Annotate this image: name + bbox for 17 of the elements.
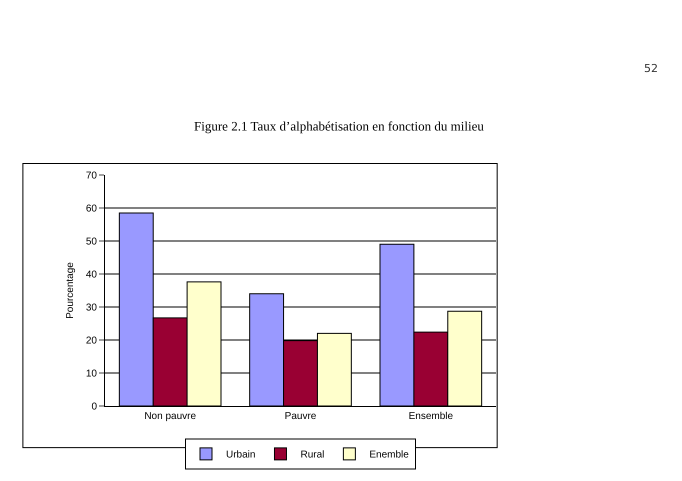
y-tick-label: 10 [86,368,98,380]
y-tick-label: 20 [86,336,98,346]
legend-label: Enemble [369,450,410,461]
x-tick-label: Ensemble [408,411,454,422]
y-tick-label: 60 [86,204,98,214]
text: 52 [644,62,658,75]
y-axis-title: Pourcentage [64,262,76,319]
y-tick-label: 40 [86,270,98,280]
y-tick-label: 0 [91,402,98,412]
x-tick-label: Non pauvre [144,411,196,422]
chart-title: Figure 2.1 Taux d’alphabétisation en fonction du milieu [194,118,484,134]
x-tick-label: Pauvre [284,411,317,422]
legend-label: Urbain [226,450,256,461]
legend-label: Rural [300,450,324,461]
y-tick-label: 50 [86,236,98,248]
y-tick-label: 30 [86,302,98,314]
y-tick-label: 70 [86,170,98,182]
